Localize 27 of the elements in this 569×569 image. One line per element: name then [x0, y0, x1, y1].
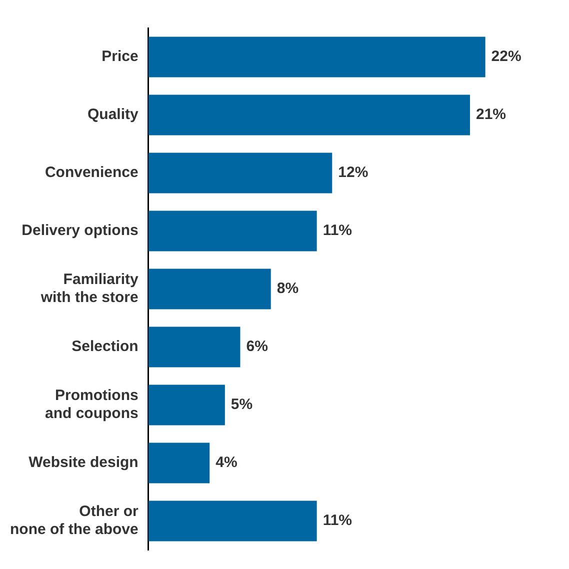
data-label: 22%: [491, 48, 522, 66]
bar: [148, 152, 332, 194]
y-tick-label: Promotions and coupons: [45, 387, 138, 422]
bar: [148, 210, 317, 252]
y-tick-label: Convenience: [44, 164, 138, 182]
data-label: 6%: [246, 338, 268, 356]
bar: [148, 36, 486, 78]
data-label: 12%: [338, 164, 368, 182]
data-label: 11%: [322, 512, 352, 530]
data-label: 21%: [476, 106, 506, 124]
bar: [148, 384, 225, 426]
bar: [148, 500, 317, 542]
data-label: 4%: [216, 454, 238, 472]
data-label: 8%: [276, 280, 299, 298]
data-label: 11%: [322, 222, 352, 240]
y-tick-label: Quality: [87, 106, 139, 124]
bar: [148, 94, 470, 136]
y-tick-label: Familiarity with the store: [40, 271, 139, 306]
y-tick-label: Other or none of the above: [10, 503, 138, 538]
bar: [148, 442, 210, 484]
y-tick-label: Price: [102, 48, 138, 66]
bar: [148, 268, 271, 310]
y-tick-label: Selection: [72, 338, 138, 356]
bar: [148, 326, 240, 368]
y-tick-label: Website design: [28, 454, 138, 472]
y-tick-label: Delivery options: [22, 222, 138, 240]
data-label: 5%: [230, 396, 253, 414]
